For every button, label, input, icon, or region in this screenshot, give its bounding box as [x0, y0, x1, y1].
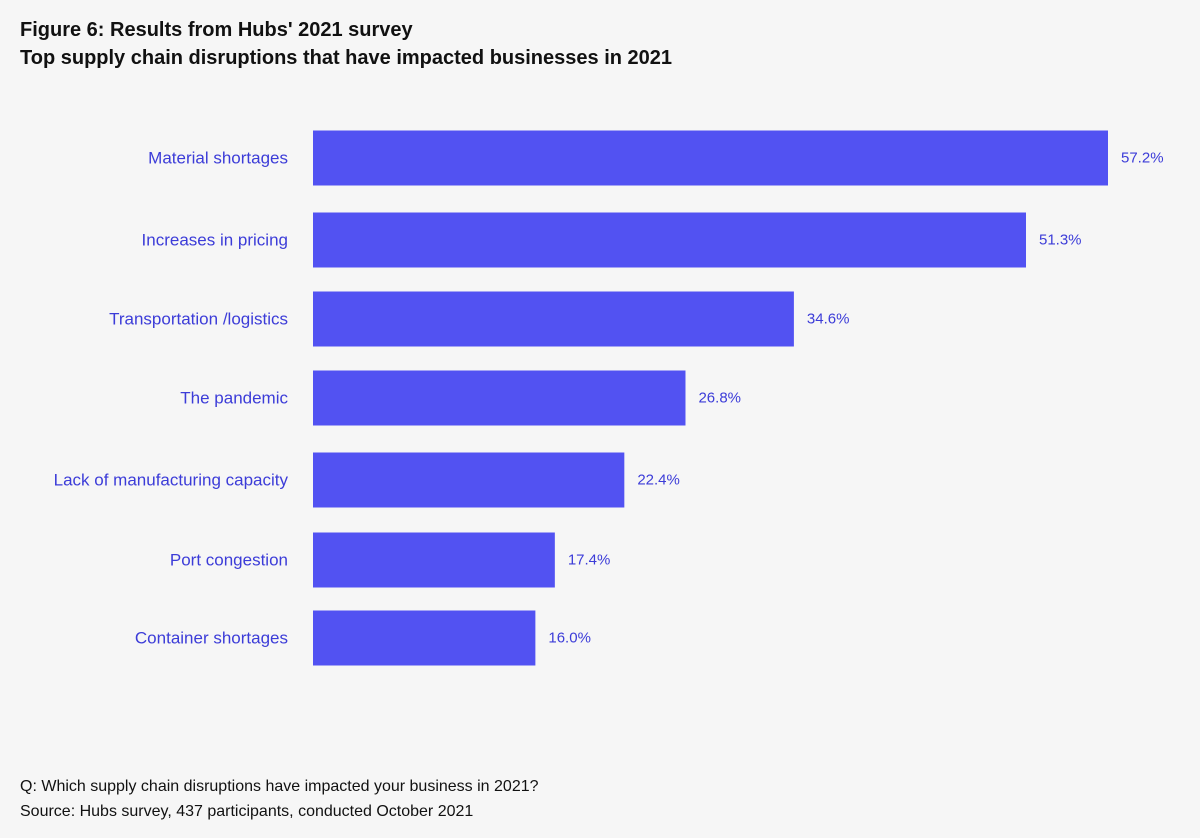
category-label: Transportation /logistics [109, 310, 288, 329]
bar [313, 452, 625, 508]
category-label: Port congestion [170, 551, 288, 570]
figure-title: Figure 6: Results from Hubs' 2021 survey [20, 19, 413, 41]
category-label: Increases in pricing [142, 231, 288, 250]
source-note: Source: Hubs survey, 437 participants, c… [20, 803, 474, 820]
category-label: Material shortages [148, 149, 288, 168]
chart-subtitle: Top supply chain disruptions that have i… [20, 47, 673, 69]
value-label: 57.2% [1121, 150, 1164, 167]
category-label: The pandemic [180, 389, 288, 408]
bar [313, 610, 536, 666]
bar-chart: Material shortages 57.2% Increases in pric… [54, 130, 1164, 666]
category-label: Lack of manufacturing capacity [54, 471, 289, 490]
bar [313, 370, 686, 426]
category-label: Container shortages [135, 629, 288, 648]
survey-question: Q: Which supply chain disruptions have i… [20, 778, 539, 795]
value-label: 22.4% [637, 472, 680, 489]
value-label: 16.0% [548, 630, 591, 647]
bar [313, 291, 794, 347]
value-label: 34.6% [807, 311, 850, 328]
value-label: 26.8% [698, 390, 741, 407]
value-label: 17.4% [568, 552, 611, 569]
chart-header: Figure 6: Results from Hubs' 2021 survey… [20, 16, 672, 72]
bar [313, 532, 555, 588]
value-label: 51.3% [1039, 232, 1082, 249]
bar [313, 130, 1108, 186]
bar [313, 212, 1026, 268]
chart-footer: Q: Which supply chain disruptions have i… [20, 774, 539, 824]
